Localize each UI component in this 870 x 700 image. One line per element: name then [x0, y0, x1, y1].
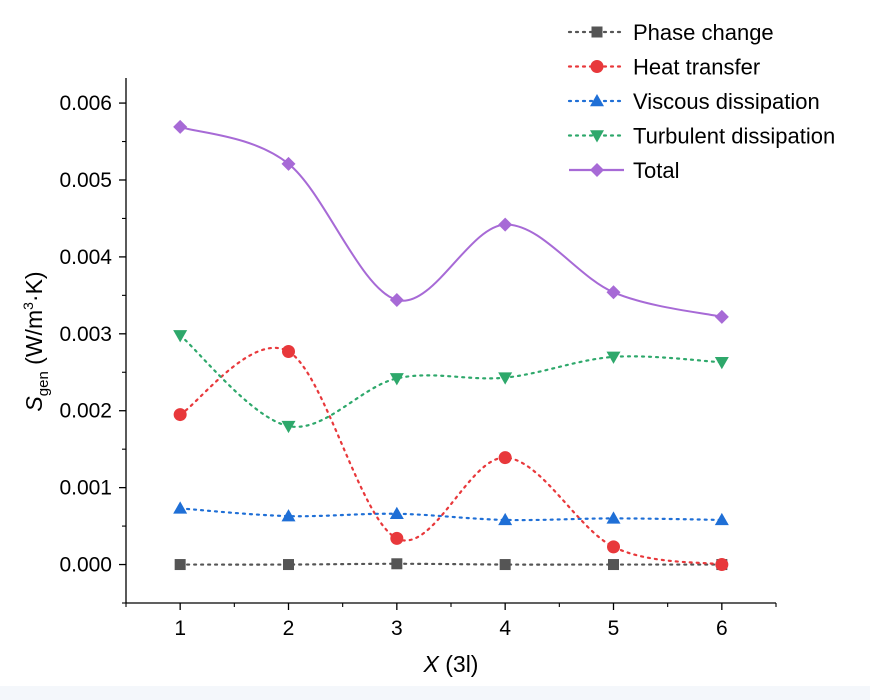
y-tick-label: 0.000 — [59, 554, 112, 577]
data-point-turbulent-dissipation — [606, 351, 621, 364]
data-point-turbulent-dissipation — [389, 373, 404, 386]
series-heat-transfer — [173, 344, 729, 572]
legend-label: Turbulent dissipation — [633, 124, 835, 149]
series-viscous-dissipation — [173, 501, 729, 526]
y-tick-label: 0.002 — [59, 400, 112, 423]
data-point-turbulent-dissipation — [173, 330, 188, 343]
data-point-viscous-dissipation — [389, 506, 404, 520]
data-point-heat-transfer — [498, 451, 512, 465]
series-line-turbulent-dissipation — [179, 334, 723, 428]
legend-label: Heat transfer — [633, 55, 760, 80]
series-line-viscous-dissipation — [179, 507, 723, 522]
series-line-phase-change — [179, 562, 723, 566]
data-point-turbulent-dissipation — [281, 420, 296, 434]
data-point-phase-change — [391, 558, 403, 570]
data-point-viscous-dissipation — [173, 501, 188, 514]
data-point-viscous-dissipation — [606, 511, 621, 524]
data-point-total — [606, 285, 621, 300]
legend-marker-total — [590, 163, 604, 177]
data-point-viscous-dissipation — [498, 512, 513, 526]
data-point-total — [498, 217, 513, 232]
data-point-total — [389, 292, 404, 307]
data-point-turbulent-dissipation — [498, 372, 513, 385]
x-tick-label: 2 — [283, 617, 295, 640]
data-point-heat-transfer — [715, 558, 729, 572]
legend-marker-phase-change — [591, 26, 603, 38]
legend: Phase change Heat transfer Viscous dissipa… — [567, 20, 835, 183]
legend-label: Phase change — [633, 20, 774, 45]
x-axis-label: X (3l) — [423, 651, 479, 677]
data-point-phase-change — [174, 559, 186, 571]
legend-marker-viscous-dissipation — [590, 94, 604, 107]
y-tick-label: 0.004 — [59, 246, 112, 269]
y-tick-label: 0.006 — [59, 92, 112, 115]
series-turbulent-dissipation — [173, 330, 729, 434]
x-tick-label: 3 — [391, 617, 403, 640]
data-point-total — [714, 309, 729, 324]
data-point-total — [281, 156, 296, 171]
y-tick-label: 0.003 — [59, 323, 112, 346]
data-point-heat-transfer — [282, 344, 295, 358]
series-phase-change — [174, 558, 728, 571]
x-tick-label: 4 — [499, 617, 511, 640]
data-point-phase-change — [608, 559, 619, 571]
data-point-turbulent-dissipation — [714, 357, 729, 370]
x-tick-label: 1 — [174, 617, 186, 640]
y-axis-label: Sgen (W/m3·K) — [20, 271, 52, 411]
data-point-total — [173, 119, 188, 134]
legend-label: Viscous dissipation — [633, 89, 820, 114]
data-point-heat-transfer — [607, 540, 620, 554]
x-tick-label: 5 — [608, 617, 620, 640]
footer-band — [0, 686, 870, 700]
data-point-phase-change — [283, 559, 294, 571]
series-line-total — [179, 125, 723, 318]
data-point-heat-transfer — [390, 531, 404, 545]
data-point-phase-change — [499, 559, 511, 571]
legend-marker-heat-transfer — [590, 60, 604, 73]
legend-marker-turbulent-dissipation — [590, 130, 604, 143]
legend-label: Total — [633, 158, 679, 183]
y-tick-label: 0.005 — [59, 169, 112, 192]
series-total — [173, 119, 729, 324]
data-point-viscous-dissipation — [714, 512, 729, 526]
y-tick-label: 0.001 — [59, 477, 112, 500]
data-point-viscous-dissipation — [281, 509, 296, 522]
x-tick-label: 6 — [716, 617, 728, 640]
series-line-heat-transfer — [179, 346, 723, 566]
data-point-heat-transfer — [173, 408, 187, 422]
